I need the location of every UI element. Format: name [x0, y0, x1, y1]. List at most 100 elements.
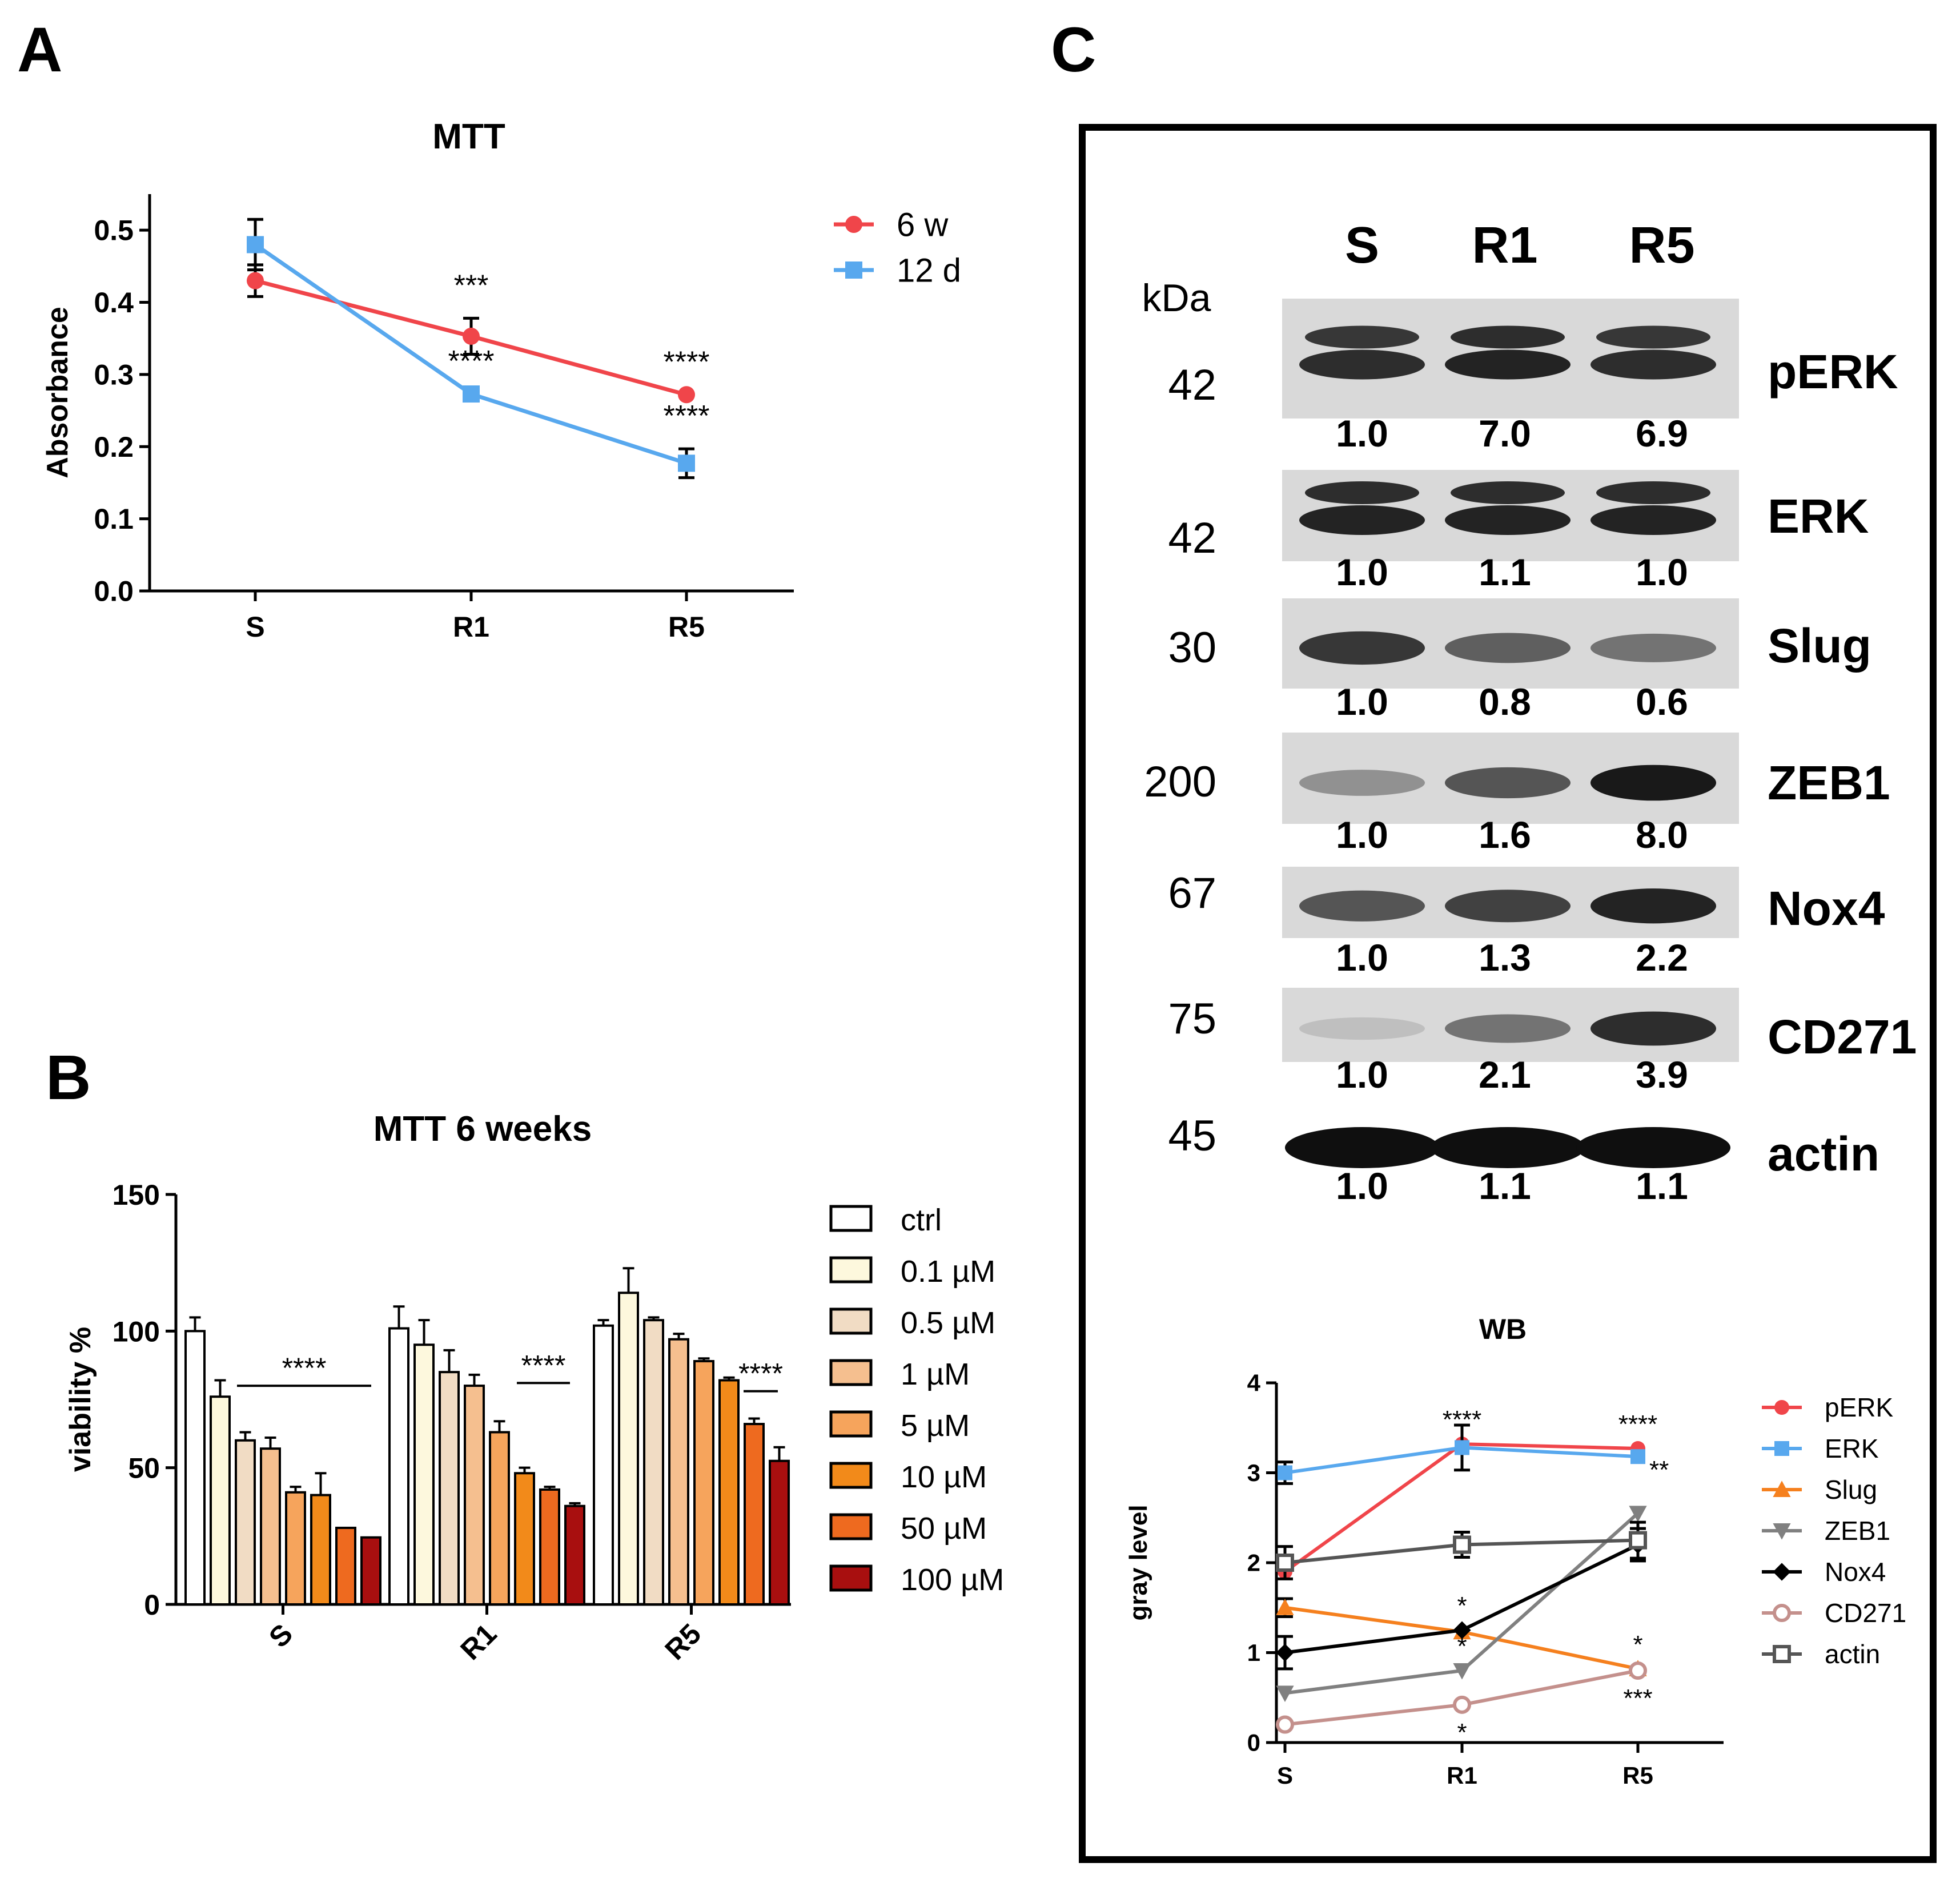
kda-value: 67: [1168, 869, 1216, 918]
y-axis-label: Absorbance: [41, 307, 74, 478]
ratio-value: 1.0: [1336, 681, 1388, 723]
x-tick-label: S: [1277, 1762, 1293, 1789]
kda-value: 45: [1168, 1112, 1216, 1160]
bar: [514, 1472, 535, 1606]
protein-band: [1451, 481, 1565, 504]
legend-marker: [1774, 1441, 1789, 1456]
significance-stars: ****: [521, 1349, 566, 1381]
ratio-value: 1.3: [1479, 936, 1531, 979]
legend-label: 50 µM: [901, 1511, 987, 1546]
protein-band: [1591, 765, 1716, 801]
protein-band: [1445, 890, 1571, 923]
data-point: [1629, 1506, 1647, 1522]
bar: [643, 1319, 664, 1606]
significance-stars: ****: [1618, 1410, 1658, 1438]
ratio-value: 2.1: [1479, 1053, 1531, 1096]
bar: [260, 1447, 281, 1606]
protein-band: [1445, 633, 1571, 663]
ratio-value: 3.9: [1636, 1053, 1688, 1096]
x-tick-label: R5: [1622, 1762, 1653, 1789]
bar: [618, 1291, 639, 1606]
legend-label: 0.5 µM: [901, 1306, 995, 1340]
y-tick-label: 0.0: [94, 576, 134, 607]
bar: [564, 1504, 585, 1606]
legend-swatch: [829, 1256, 873, 1284]
y-tick-label: 100: [113, 1315, 160, 1347]
protein-label: actin: [1768, 1127, 1879, 1181]
legend-marker: [1773, 1604, 1791, 1622]
y-tick-label: 0.4: [94, 287, 134, 319]
legend-label: 5 µM: [901, 1409, 970, 1443]
kda-label: kDa: [1142, 276, 1211, 320]
y-axis-label: viability %: [64, 1327, 97, 1472]
ratio-value: 1.1: [1479, 1165, 1531, 1207]
chart-title: WB: [1479, 1313, 1527, 1345]
significance-stars: *: [1457, 1632, 1467, 1660]
data-point: [1629, 1661, 1647, 1680]
lane-header: R1: [1472, 217, 1537, 274]
protein-band: [1305, 325, 1419, 349]
legend-label: ZEB1: [1825, 1516, 1890, 1546]
bar: [335, 1526, 356, 1606]
bar: [439, 1371, 460, 1606]
legend-marker: [1773, 1563, 1791, 1581]
significance-stars: ***: [1623, 1684, 1652, 1712]
legend-label: CD271: [1825, 1598, 1906, 1628]
legend-label: 100 µM: [901, 1563, 1004, 1597]
legend-label: pERK: [1825, 1393, 1893, 1422]
panel-label-a: A: [17, 15, 62, 85]
ratio-value: 1.1: [1636, 1165, 1688, 1207]
significance-stars: *: [1457, 1592, 1467, 1620]
protein-band: [1445, 1014, 1571, 1043]
bar: [668, 1338, 689, 1606]
kda-value: 30: [1168, 623, 1216, 672]
bar: [744, 1423, 765, 1606]
protein-band: [1431, 1127, 1585, 1168]
legend-label: 10 µM: [901, 1460, 987, 1494]
legend-swatch: [829, 1410, 873, 1438]
protein-band: [1591, 888, 1716, 924]
ratio-value: 0.6: [1636, 681, 1688, 723]
protein-band: [1576, 1127, 1730, 1168]
kda-value: 42: [1168, 514, 1216, 562]
chart-title: MTT 6 weeks: [373, 1109, 592, 1149]
protein-band: [1299, 770, 1425, 796]
ratio-value: 1.0: [1336, 1053, 1388, 1096]
legend-label: Slug: [1825, 1475, 1877, 1504]
y-tick-label: 3: [1247, 1459, 1260, 1486]
lane-header: R5: [1629, 217, 1694, 274]
significance-stars: ****: [664, 345, 710, 379]
bar: [310, 1494, 331, 1606]
legend-swatch: [829, 1359, 873, 1386]
data-point: [1455, 1440, 1469, 1455]
protein-band: [1591, 349, 1716, 380]
legend-label: ERK: [1825, 1434, 1879, 1463]
x-tick-label: R1: [1447, 1762, 1477, 1789]
ratio-value: 1.0: [1336, 814, 1388, 856]
ratio-value: 1.6: [1479, 814, 1531, 856]
bar: [464, 1385, 485, 1606]
chart-title: MTT: [432, 117, 505, 156]
western-blot-panel: S R1 R5 kDa pERK 42 1.0 7.0 6.9 ERK 42 1.0 1.1 1.0 Slu…: [1142, 217, 1917, 1207]
protein-band: [1591, 633, 1716, 662]
data-point: [1453, 1695, 1471, 1714]
legend-label: 0.1 µM: [901, 1254, 995, 1289]
data-point: [463, 327, 480, 345]
significance-stars: ***: [454, 269, 489, 302]
protein-band: [1285, 1127, 1439, 1168]
legend-marker: [1773, 1523, 1791, 1540]
y-axis-label: gray level: [1124, 1504, 1152, 1620]
significance-stars: ****: [282, 1352, 327, 1384]
legend-label: 12 d: [897, 252, 961, 289]
legend-marker: [1773, 1480, 1791, 1497]
significance-stars: ****: [738, 1358, 783, 1390]
legend-label: 1 µM: [901, 1357, 970, 1391]
panel-label-c: C: [1051, 15, 1096, 85]
data-point: [1276, 1643, 1294, 1662]
significance-stars: *: [1457, 1719, 1467, 1747]
legend-swatch: [829, 1564, 873, 1592]
panel-label-b: B: [46, 1043, 91, 1113]
significance-stars: **: [1649, 1456, 1669, 1484]
